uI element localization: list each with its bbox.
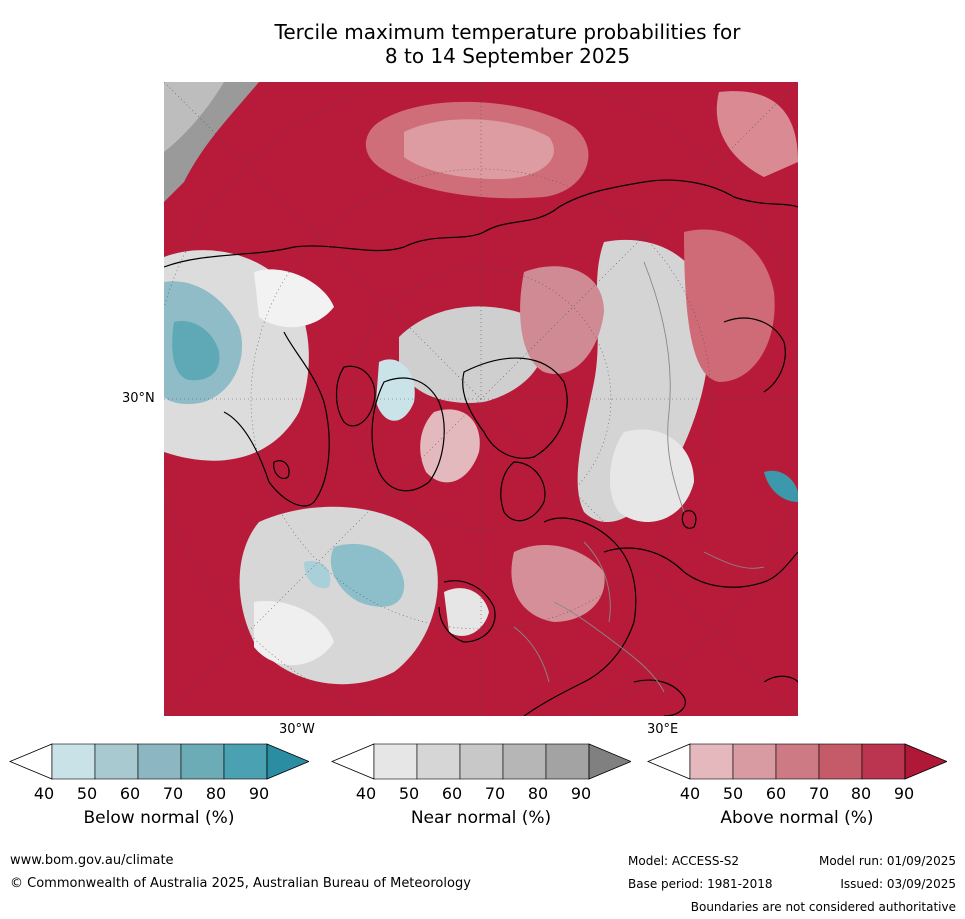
colorbar-above-normal — [647, 743, 947, 783]
footer-model: Model: ACCESS-S2 — [628, 854, 740, 868]
tick-below-60: 60 — [119, 784, 141, 803]
below-region-arctic-islands — [376, 359, 415, 421]
tick-below-80: 80 — [205, 784, 227, 803]
white-region-iberia — [444, 588, 489, 636]
tick-near-60: 60 — [441, 784, 463, 803]
colorbar-arrow-high — [266, 743, 309, 780]
colorbar-arrow-high — [904, 743, 947, 780]
colorbar-segment — [502, 743, 547, 780]
nearnormal-region-pacific-light — [164, 82, 224, 152]
longitude-label-west: 30°W — [279, 722, 315, 737]
white-region-central-asia — [609, 429, 694, 522]
polar-probability-map — [164, 82, 798, 716]
colorbar-segment — [137, 743, 182, 780]
white-region-atlantic — [254, 601, 334, 666]
above-region-siberia-light — [520, 266, 604, 374]
colorbar-below-normal-label: Below normal (%) — [83, 808, 235, 828]
colorbar-segment — [373, 743, 418, 780]
coastlines — [164, 179, 798, 716]
colorbar-arrow-low — [331, 743, 375, 780]
below-region-north-america-strong — [172, 321, 220, 381]
colorbar-segment — [416, 743, 461, 780]
below-region-atlantic-small — [304, 561, 331, 589]
tick-near-50: 50 — [398, 784, 420, 803]
below-region-atlantic — [330, 543, 405, 607]
colorbar-segment — [861, 743, 906, 780]
tick-near-40: 40 — [355, 784, 377, 803]
colorbar-segment — [689, 743, 734, 780]
footer-issued: Issued: 03/09/2025 — [840, 877, 956, 891]
map-canvas — [164, 82, 798, 716]
colorbar-segment — [818, 743, 863, 780]
footer-disclaimer: Boundaries are not considered authoritat… — [690, 900, 956, 914]
colorbar-near-normal — [331, 743, 631, 783]
above-region-pacific-north-light — [404, 119, 554, 180]
colorbar-segment — [545, 743, 590, 780]
colorbar-below-normal — [9, 743, 309, 783]
above-region-asia-pacific — [716, 91, 798, 177]
country-borders — [513, 261, 765, 693]
colorbar-near-normal-label: Near normal (%) — [410, 808, 552, 828]
colorbar-segment — [775, 743, 820, 780]
colorbar-below-normal-ticks: 40 50 60 70 80 90 — [0, 784, 320, 804]
graticule — [164, 82, 798, 716]
title-line-1: Tercile maximum temperature probabilitie… — [274, 20, 741, 44]
colorbar-segment — [732, 743, 777, 780]
above-region-greenland-light — [420, 409, 480, 483]
nearnormal-region-arctic — [399, 306, 546, 403]
tick-above-80: 80 — [850, 784, 872, 803]
colorbar-above-normal-ticks: 40 50 60 70 80 90 — [638, 784, 958, 804]
footer-website: www.bom.gov.au/climate — [10, 853, 174, 868]
colorbar-near-normal-svg — [331, 743, 631, 780]
tick-above-40: 40 — [679, 784, 701, 803]
white-region-canada — [254, 269, 334, 328]
colorbar-arrow-low — [647, 743, 691, 780]
colorbar-segment — [180, 743, 225, 780]
colorbar-arrow-low — [9, 743, 53, 780]
colorbar-above-normal-svg — [647, 743, 947, 780]
tick-below-90: 90 — [248, 784, 270, 803]
tick-above-50: 50 — [722, 784, 744, 803]
footer-model-run: Model run: 01/09/2025 — [818, 854, 956, 868]
tick-above-60: 60 — [765, 784, 787, 803]
tick-below-70: 70 — [162, 784, 184, 803]
footer-copyright: © Commonwealth of Australia 2025, Austra… — [10, 876, 471, 891]
below-region-east-asia — [764, 470, 798, 502]
above-region-europe-light — [511, 544, 605, 622]
colorbar-segment — [459, 743, 504, 780]
tick-near-90: 90 — [570, 784, 592, 803]
tick-below-40: 40 — [33, 784, 55, 803]
tick-near-70: 70 — [484, 784, 506, 803]
colorbar-segment — [51, 743, 96, 780]
tick-near-80: 80 — [527, 784, 549, 803]
colorbar-near-normal-ticks: 40 50 60 70 80 90 — [322, 784, 642, 804]
latitude-label: 30°N — [122, 391, 155, 406]
longitude-label-east: 30°E — [647, 722, 679, 737]
chart-title: Tercile maximum temperature probabilitie… — [160, 20, 855, 68]
colorbar-segment — [223, 743, 268, 780]
colorbar-arrow-high — [588, 743, 631, 780]
colorbar-above-normal-label: Above normal (%) — [720, 808, 874, 828]
above-region-east-asia — [684, 229, 775, 382]
footer-base-period: Base period: 1981-2018 — [628, 877, 773, 891]
tick-below-50: 50 — [76, 784, 98, 803]
title-line-2: 8 to 14 September 2025 — [384, 44, 631, 68]
colorbar-below-normal-svg — [9, 743, 309, 780]
colorbar-segment — [94, 743, 139, 780]
tick-above-70: 70 — [808, 784, 830, 803]
tick-above-90: 90 — [893, 784, 915, 803]
